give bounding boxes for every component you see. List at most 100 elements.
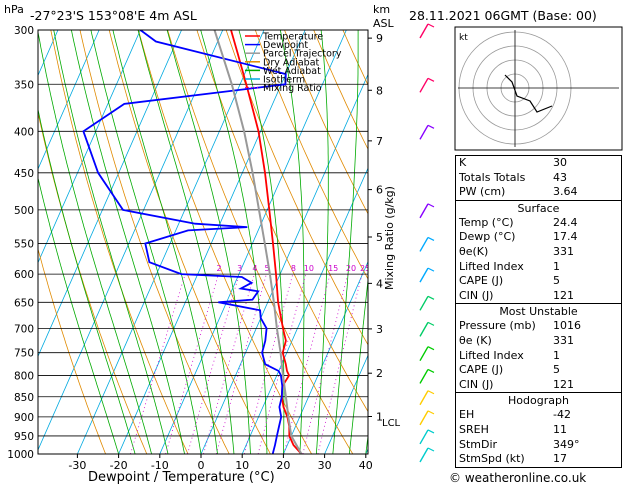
mixing-ratio-tick-label: 10 (304, 264, 314, 273)
hodo-row: SREH 11 (456, 423, 621, 438)
hodo-row: StmDir 349° (456, 438, 621, 453)
surface-row: Temp (°C) 24.4 (456, 216, 621, 231)
wet-adiabat-line (332, 30, 359, 454)
km-tick-label: 5 (376, 231, 383, 244)
surface-value: 121 (553, 288, 574, 302)
mu-label: Lifted Index (459, 348, 524, 362)
index-row: Totals Totals 43 (456, 171, 621, 186)
mixing-ratio-line (165, 273, 219, 454)
pressure-tick-label: 300 (14, 25, 34, 37)
wind-barb (419, 237, 429, 252)
series-line-dewpoint (82, 30, 287, 454)
wind-barb-flag (427, 390, 435, 395)
mixing-ratio-line (187, 273, 240, 454)
wind-barb-flag (427, 410, 435, 415)
surface-row: θe(K) 331 (456, 245, 621, 260)
hodo-value: 349° (553, 437, 580, 451)
wet-adiabat-line (38, 30, 152, 454)
pressure-tick-label: 650 (14, 297, 34, 309)
mu-row: Lifted Index 1 (456, 349, 621, 364)
wind-barb-flag (427, 23, 435, 28)
mu-row: θe (K) 331 (456, 334, 621, 349)
isotherm-line (38, 30, 141, 264)
x-tick-label: 10 (235, 459, 249, 472)
mu-value: 1 (553, 348, 560, 362)
mu-value: 1016 (553, 319, 581, 333)
mixing-ratio-line (203, 273, 255, 454)
surface-label: CAPE (J) (459, 274, 504, 288)
most-unstable-title: Most Unstable (499, 305, 578, 319)
dry-adiabat-line (313, 30, 368, 151)
pressure-tick-label: 350 (14, 79, 34, 91)
wind-barb (419, 77, 429, 93)
x-tick-label: 20 (276, 459, 290, 472)
surface-label: θe(K) (459, 244, 489, 258)
pressure-tick-label: 700 (14, 323, 34, 335)
profiles (82, 30, 303, 454)
index-label: K (459, 156, 467, 169)
surface-label: Dewp (°C) (459, 230, 516, 244)
x-axis-label: Dewpoint / Temperature (°C) (88, 470, 275, 485)
mu-value: 331 (553, 333, 574, 347)
mixing-ratio-line (317, 274, 363, 454)
km-label: km (373, 3, 391, 16)
pressure-tick-label: 850 (14, 392, 34, 404)
isotherm-line (77, 30, 265, 454)
index-value: 30 (553, 156, 567, 169)
pressure-tick-label: 450 (14, 168, 34, 180)
pressure-tick-label: 500 (14, 205, 34, 217)
wind-barb (419, 124, 429, 140)
wind-barb (419, 23, 429, 39)
wind-barb (419, 346, 429, 362)
index-label: PW (cm) (459, 185, 506, 199)
surface-title: Surface (517, 201, 560, 215)
mu-row: CIN (J) 121 (456, 378, 621, 393)
legend-entry: Wet Adiabat (263, 66, 321, 77)
hodo-value: -42 (553, 408, 571, 422)
wind-barb-flag (427, 236, 435, 241)
x-tick-label: 40 (359, 459, 373, 472)
pressure-lines (38, 30, 368, 454)
wind-barb-flag (427, 295, 435, 300)
wind-barb-flag (427, 368, 435, 373)
pressure-tick-label: 750 (14, 348, 34, 360)
surface-row: CIN (J) 121 (456, 289, 621, 304)
mixing-ratio-tick-label: 8 (291, 264, 296, 273)
km-tick-label: 2 (376, 367, 383, 380)
wind-barb (419, 390, 429, 406)
wind-barb (419, 322, 429, 337)
index-value: 3.64 (553, 185, 578, 199)
datetime-text: 28.11.2021 06GMT (Base: 00) (409, 8, 597, 23)
legend-entry: Dry Adiabat (263, 57, 320, 68)
surface-value: 1 (553, 259, 560, 273)
isotherm-line (241, 167, 368, 454)
mixing-ratio-axis-label: Mixing Ratio (g/kg) (383, 186, 396, 290)
mixing-ratio-tick-label: 20 (346, 264, 356, 273)
km-tick-label: 3 (376, 323, 383, 336)
wind-barb-flag (427, 203, 435, 208)
legend-entry: Mixing Ratio (263, 83, 322, 94)
surface-row: CAPE (J) 5 (456, 274, 621, 289)
surface-label: Lifted Index (459, 259, 524, 273)
hodo-label: SREH (459, 422, 489, 436)
isotherm-line (159, 30, 347, 454)
wind-barb-flag (427, 429, 435, 434)
hodograph-trace (504, 74, 553, 113)
x-tick-label: 30 (318, 459, 332, 472)
index-label: Totals Totals (459, 170, 526, 184)
isotherm-line (283, 260, 368, 454)
km-tick-label: 9 (376, 32, 383, 45)
surface-label: Temp (°C) (459, 215, 514, 229)
surface-row: Lifted Index 1 (456, 260, 621, 275)
mu-label: CIN (J) (459, 377, 494, 391)
surface-value: 331 (553, 244, 574, 258)
km-tick-label: 4 (376, 277, 383, 290)
index-row: PW (cm) 3.64 (456, 185, 621, 200)
hodo-label: StmSpd (kt) (459, 452, 525, 466)
km-tick-label: 8 (376, 84, 383, 97)
dry-adiabat-line (225, 30, 368, 346)
wind-barb (419, 267, 429, 283)
wind-barbs (419, 23, 435, 463)
surface-value: 5 (553, 274, 560, 288)
